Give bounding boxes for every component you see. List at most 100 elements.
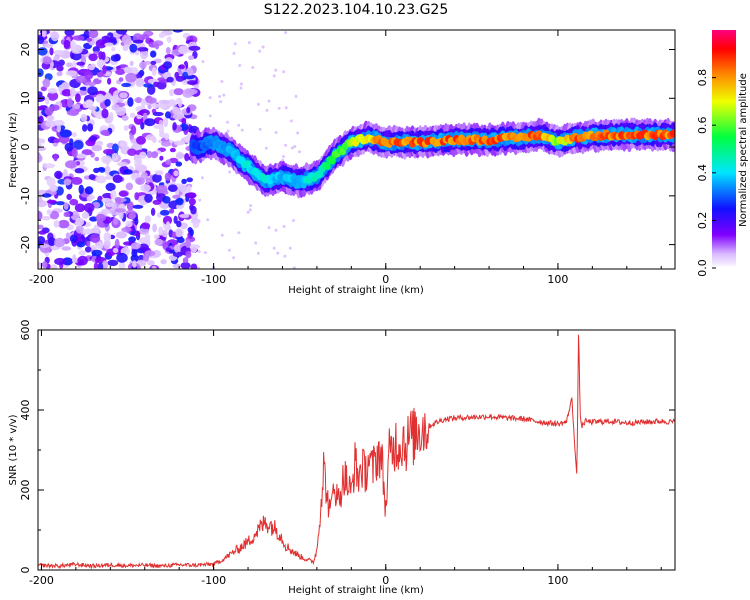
spectrogram-cell: [66, 193, 72, 200]
spectrogram-cell: [63, 39, 71, 49]
spectrogram-cell: [192, 220, 200, 229]
spectrogram-cell: [150, 207, 156, 216]
spectrogram-cell: [276, 251, 280, 255]
spectrogram-cell: [103, 239, 111, 250]
spectrogram-cell: [161, 229, 168, 238]
spectrogram-cell: [277, 106, 281, 110]
spectrogram-cell: [71, 176, 83, 185]
spectrogram-cell: [175, 161, 183, 167]
spectrogram-cell: [38, 115, 44, 124]
spectrogram-cell: [254, 241, 258, 245]
spectrogram-cell: [173, 215, 178, 224]
spectrogram-cell: [162, 196, 171, 204]
spectrogram-cell: [117, 161, 128, 167]
spectrogram-cell: [173, 88, 184, 96]
spectrogram-cell: [189, 204, 194, 211]
spectrogram-cell: [265, 108, 269, 112]
spectrogram-cell: [104, 99, 111, 107]
spectrogram-cell: [150, 60, 157, 65]
spectrogram-cell: [65, 232, 71, 239]
spectrogram-cell: [151, 67, 157, 76]
spectrogram-cell: [126, 201, 134, 211]
spectrogram-cell: [188, 45, 201, 51]
spectrogram-cell: [46, 209, 52, 216]
spectrogram-cell: [110, 54, 121, 62]
spectrogram-cell: [94, 156, 100, 162]
spectrogram-cell: [246, 210, 250, 214]
spectrogram-cell: [73, 140, 84, 150]
spectrogram-cell: [54, 170, 63, 179]
spectrogram-cell: [87, 123, 94, 132]
spectrogram-cell: [119, 92, 128, 99]
spectrogram-cell: [139, 49, 149, 60]
spectrogram-cell: [150, 103, 161, 108]
spectrogram-cell: [54, 237, 66, 248]
spectrogram-cell: [155, 184, 168, 194]
spectrogram-cell: [75, 217, 85, 227]
spectrogram-cell: [54, 257, 66, 266]
spectrogram-cell: [153, 124, 164, 129]
spectrogram-cell: [134, 97, 143, 103]
spectrogram-cell: [80, 113, 88, 122]
spectrogram-cell: [163, 117, 169, 128]
spectrogram-cell: [129, 112, 136, 118]
spectrogram-cell: [87, 64, 96, 71]
spectrogram-cell: [152, 173, 162, 183]
spectrogram-cell: [144, 118, 156, 127]
spectrogram-cell: [169, 208, 175, 214]
spectrogram-cell: [122, 44, 129, 52]
spectrogram-cell: [172, 122, 177, 131]
spectrogram-cell: [292, 219, 295, 222]
spectrogram-cell: [41, 216, 51, 221]
spectrogram-cell: [77, 255, 88, 266]
spectrogram-cell: [166, 36, 172, 43]
y-tick-label: 0: [19, 144, 32, 151]
snr-x-ticks: -200 -100 0 100: [29, 330, 662, 587]
spectrogram-cell: [96, 241, 104, 250]
spectrogram-cell: [323, 162, 331, 170]
x-tick-label: 100: [547, 574, 568, 587]
spectrogram-cell: [95, 93, 105, 103]
spectrogram-cell: [159, 132, 166, 138]
spectrogram-cell: [164, 172, 172, 181]
spectrogram-cell: [222, 93, 226, 97]
spectrogram-cell: [71, 147, 78, 158]
spectrogram-cell: [71, 52, 82, 61]
spectrogram-cell: [64, 30, 75, 37]
x-tick-label: 0: [382, 574, 389, 587]
spectrogram-cell: [103, 148, 115, 155]
spectrogram-cell: [172, 194, 181, 199]
spectrogram-cell: [109, 95, 116, 101]
spectrogram-cell: [292, 266, 296, 269]
spectrogram-cell: [88, 53, 98, 62]
spectrogram-cell: [282, 70, 286, 74]
spectrogram-cell: [115, 30, 128, 35]
spectrogram-cell: [56, 124, 61, 133]
spectrogram-cell: [101, 155, 112, 164]
spectrogram-cell: [105, 202, 114, 208]
spectrogram-cell: [58, 59, 65, 66]
spectrogram-cell: [248, 208, 252, 212]
spectrogram-cell: [87, 86, 98, 96]
spectrogram-cell: [226, 129, 230, 133]
spectrogram-cell: [63, 178, 72, 186]
spectrogram-cell: [38, 138, 44, 144]
spectrogram-cell: [38, 152, 41, 162]
spectrogram-cell: [75, 93, 81, 103]
spectrogram-cell: [186, 185, 192, 193]
spectrogram-cell: [89, 233, 101, 243]
spectrogram-cell: [55, 201, 66, 206]
spectrogram-cell: [38, 111, 42, 117]
spectrogram-cell: [134, 192, 140, 201]
spectrogram-cell: [185, 239, 191, 249]
spectrogram-cell: [669, 129, 675, 138]
spectrogram-cell: [258, 49, 262, 53]
spectrogram-cell: [158, 99, 171, 105]
spectrogram-cell: [264, 146, 268, 150]
spectrogram-cell: [43, 163, 56, 169]
spectrogram-cell: [45, 96, 50, 105]
snr-panel: -200 -100 0 100 0 200 400 600 Height of straig…: [8, 320, 676, 596]
spectrogram-cell: [53, 119, 65, 126]
spectrogram-cell: [288, 246, 292, 250]
spectrogram-cell: [293, 145, 297, 148]
